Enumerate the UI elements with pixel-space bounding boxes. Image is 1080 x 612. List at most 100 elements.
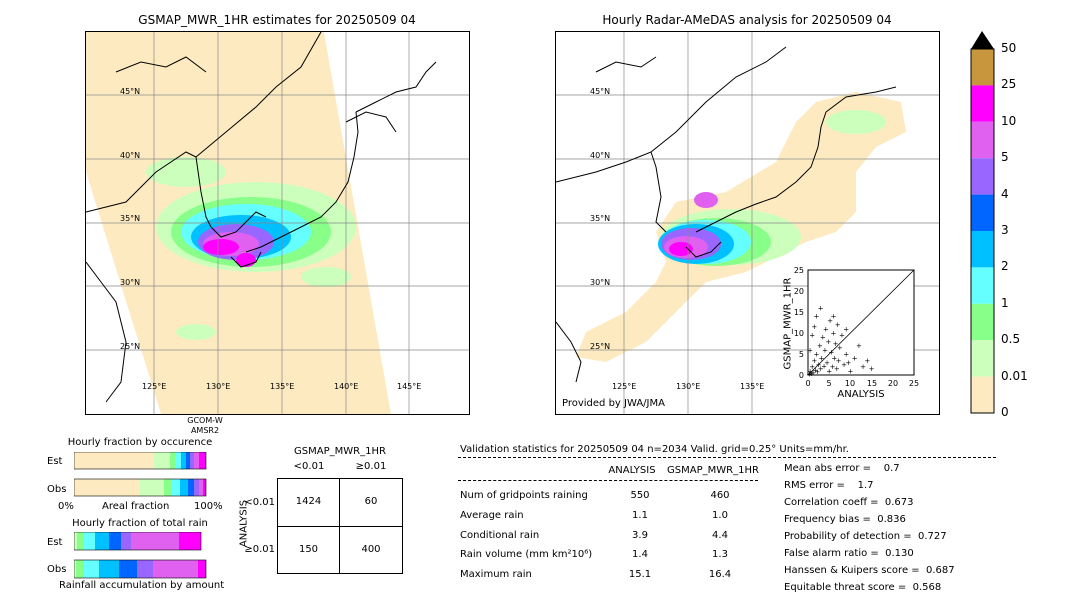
occurrence-est-bar <box>74 452 207 470</box>
validation-row-gsmap: 1.3 <box>712 549 728 560</box>
score-line: Hanssen & Kuipers score = 0.687 <box>784 565 955 576</box>
left-lon-130: 130°E <box>206 382 231 391</box>
scatter-point: + <box>814 351 820 359</box>
scatter-point: + <box>822 346 828 354</box>
validation-dashed-line <box>458 457 996 458</box>
total-rain-est-label: Est <box>47 537 63 548</box>
occurrence-xmax: 100% <box>194 501 223 512</box>
scatter-point: + <box>847 367 853 375</box>
scatter-xlabel: ANALYSIS <box>837 389 885 400</box>
contingency-d: 400 <box>361 544 381 555</box>
contingency-c: 150 <box>298 544 319 555</box>
total-rain-xlabel: Rainfall accumulation by amount <box>59 580 225 591</box>
scatter-point: + <box>808 370 814 378</box>
colorbar-tick-label: 25 <box>1001 77 1017 92</box>
colorbar-tick-label: 4 <box>1001 186 1009 201</box>
rain-magenta <box>203 239 239 255</box>
left-lon-140: 140°E <box>334 382 359 391</box>
validation-row-analysis: 15.1 <box>628 569 652 580</box>
scatter-point: + <box>843 351 849 359</box>
scatter-point: + <box>818 365 824 373</box>
scatter-point: + <box>856 342 862 350</box>
scatter-point: + <box>845 359 851 367</box>
scatter-point: + <box>825 338 831 346</box>
contingency-grid: 1424 60 150 400 <box>277 478 403 574</box>
colorbar-tick-label: 0.01 <box>1001 368 1028 383</box>
validation-row: Average rain <box>460 510 524 521</box>
scatter-point: + <box>823 325 829 333</box>
colorbar-tick-label: 5 <box>1001 150 1009 165</box>
scatter-point: + <box>811 357 817 365</box>
scatter-point: + <box>806 371 812 379</box>
scatter-point: + <box>824 359 830 367</box>
left-map-svg <box>86 32 469 414</box>
validation-row: Rain volume (mm km²10⁶) <box>460 549 593 560</box>
colorbar <box>970 31 995 414</box>
total-rain-bars <box>74 532 207 579</box>
scatter-point: + <box>831 355 837 363</box>
colorbar-cell <box>971 340 994 377</box>
left-lat-40: 40°N <box>120 151 141 160</box>
scatter-point: + <box>830 363 836 371</box>
rain-violet <box>694 192 718 208</box>
scatter-point: + <box>833 340 839 348</box>
scatter-xtick: 15 <box>867 379 877 388</box>
validation-table-rule <box>458 480 758 481</box>
validation-row-analysis: 1.4 <box>632 549 648 560</box>
colorbar-tick-label: 50 <box>1001 41 1017 55</box>
validation-row: Conditional rain <box>460 530 540 541</box>
left-lat-45: 45°N <box>120 87 141 96</box>
total-rain-title: Hourly fraction of total rain <box>72 518 208 529</box>
scatter-xtick: 25 <box>909 379 919 388</box>
scatter-point: + <box>811 323 817 331</box>
no-data-left <box>86 172 161 414</box>
scatter-point: + <box>813 366 819 374</box>
right-lon-130: 130°E <box>676 382 701 391</box>
scatter-ytick: 0 <box>799 371 804 380</box>
left-lat-25: 25°N <box>120 342 141 351</box>
score-line: Correlation coeff = 0.673 <box>784 497 914 508</box>
validation-header: Validation statistics for 20250509 04 n=… <box>460 444 849 455</box>
total-rain-obs-bar <box>74 559 207 579</box>
left-lon-145: 145°E <box>397 382 422 391</box>
contingency-row-lt: <0.01 <box>244 497 275 508</box>
colorbar-cell <box>971 267 994 304</box>
colorbar-tick-label: 0 <box>1001 405 1009 419</box>
scatter-point: + <box>860 363 866 371</box>
sensor-line2: AMSR2 <box>190 426 220 435</box>
occurrence-title: Hourly fraction by occurence <box>67 437 213 448</box>
score-line: Probability of detection = 0.727 <box>784 531 947 542</box>
right-lat-35: 35°N <box>590 214 611 223</box>
validation-row-gsmap: 4.4 <box>712 530 728 541</box>
colorbar-cell <box>971 231 994 268</box>
score-line: Frequency bias = 0.836 <box>784 514 906 525</box>
contingency-row-label: ANALYSIS <box>238 499 250 548</box>
scatter-point: + <box>843 325 849 333</box>
scatter-point: + <box>837 344 843 352</box>
occurrence-est-label: Est <box>47 456 63 467</box>
scatter-point: + <box>810 369 816 377</box>
occurrence-obs-bar <box>74 478 207 497</box>
score-line: False alarm ratio = 0.130 <box>784 548 914 559</box>
validation-col-gsmap: GSMAP_MWR_1HR <box>667 465 759 476</box>
left-map: 45°N 40°N 35°N 30°N 25°N 125°E 130°E 135… <box>85 31 470 415</box>
occurrence-xlabel: Areal fraction <box>102 501 170 512</box>
occurrence-obs-label: Obs <box>47 484 67 495</box>
left-lon-125: 125°E <box>142 382 167 391</box>
scatter-point: + <box>831 313 837 321</box>
total-rain-est-bar <box>74 532 202 551</box>
colorbar-cell <box>971 85 994 122</box>
diagonal-line <box>807 269 915 376</box>
left-lat-30: 30°N <box>120 278 141 287</box>
scatter-point: + <box>839 332 845 340</box>
scatter-points: ++++++++++++++++++++++++++++++++++++++++… <box>806 304 874 378</box>
right-map-title: Hourly Radar-AMeDAS analysis for 2025050… <box>602 13 892 27</box>
scatter-ytick: 5 <box>799 350 804 359</box>
right-lat-45: 45°N <box>590 87 611 96</box>
scatter-ytick: 25 <box>794 266 804 275</box>
scatter-xtick: 20 <box>888 379 898 388</box>
validation-row-gsmap: 1.0 <box>712 510 728 521</box>
colorbar-tick-label: 3 <box>1001 223 1009 237</box>
scatter-point: + <box>819 355 825 363</box>
scatter-point: + <box>827 317 833 325</box>
